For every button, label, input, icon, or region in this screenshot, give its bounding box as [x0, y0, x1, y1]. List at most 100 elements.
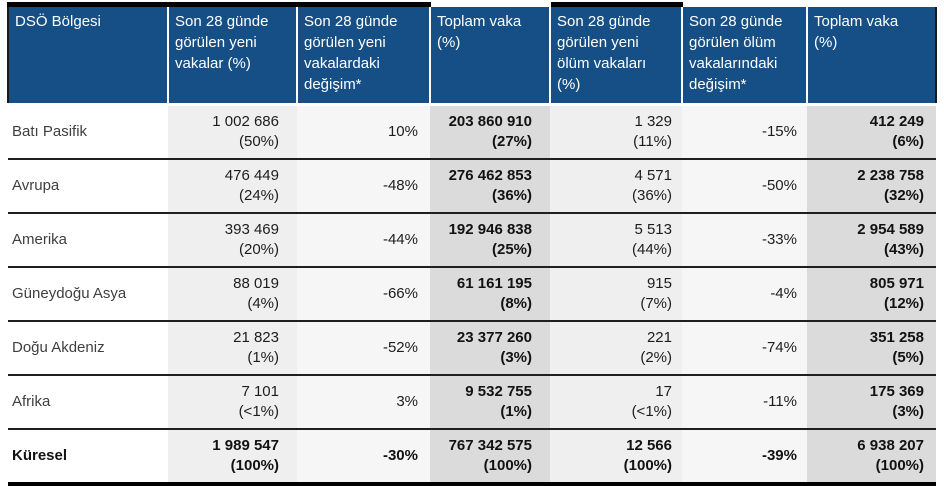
value-line: 17: [655, 383, 672, 400]
region-label: Doğu Akdeniz: [8, 320, 168, 375]
percent-line: (36%): [491, 187, 532, 204]
new-cases-cell: 1 989 547 (100%): [168, 428, 297, 486]
total-deaths-cell: 175 369 (3%): [807, 374, 936, 429]
value-line: 61 161 195: [456, 275, 532, 292]
region-label: Afrika: [8, 374, 168, 429]
percent-line: (4%): [247, 295, 279, 312]
total-cases-cell: 23 377 260 (3%): [430, 320, 550, 375]
percent-line: (32%): [883, 187, 924, 204]
who-region-table: DSÖ Bölgesi Son 28 günde görülen yeni va…: [7, 2, 937, 486]
case-change-cell: -66%: [297, 266, 430, 321]
new-deaths-cell: 915 (7%): [550, 266, 682, 321]
case-change-cell: -52%: [297, 320, 430, 375]
new-cases-cell: 88 019 (4%): [168, 266, 297, 321]
new-cases-cell: 7 101 (<1%): [168, 374, 297, 429]
value-line: 1 002 686: [212, 113, 279, 130]
value-line: 2 238 758: [857, 167, 924, 184]
table-header: DSÖ Bölgesi Son 28 günde görülen yeni va…: [7, 2, 937, 106]
value-line: 21 823: [233, 329, 279, 346]
table-row-kuresel-total: Küresel 1 989 547 (100%) -30% 767 342 57…: [8, 428, 936, 486]
death-change-cell: -11%: [682, 374, 807, 429]
percent-line: (<1%): [631, 403, 672, 420]
region-label: Küresel: [8, 428, 168, 486]
total-deaths-cell: 351 258 (5%): [807, 320, 936, 375]
total-cases-cell: 192 946 838 (25%): [430, 212, 550, 267]
value-line: 175 369: [869, 383, 924, 400]
percent-line: (20%): [238, 241, 279, 258]
percent-line: (1%): [247, 349, 279, 366]
value-line: 767 342 575: [448, 437, 532, 454]
new-cases-cell: 476 449 (24%): [168, 158, 297, 213]
value-line: 6 938 207: [857, 437, 924, 454]
case-change-cell: -30%: [297, 428, 430, 486]
percent-line: (11%): [633, 133, 672, 150]
percent-line: (24%): [238, 187, 279, 204]
percent-line: (<1%): [238, 403, 279, 420]
new-deaths-cell: 12 566 (100%): [550, 428, 682, 486]
new-cases-cell: 1 002 686 (50%): [168, 104, 297, 159]
table-row-amerika: Amerika 393 469 (20%) -44% 192 946 838 (…: [8, 212, 936, 267]
value-line: 2 954 589: [857, 221, 924, 238]
percent-line: (43%): [883, 241, 924, 258]
value-line: 1 329: [634, 113, 672, 130]
new-deaths-cell: 5 513 (44%): [550, 212, 682, 267]
percent-line: (36%): [631, 187, 672, 204]
value-line: 203 860 910: [448, 113, 532, 130]
percent-line: (100%): [875, 457, 924, 474]
header-new-cases: Son 28 günde görülen yeni vakalar (%): [167, 2, 297, 106]
value-line: 7 101: [241, 383, 279, 400]
percent-line: (7%): [640, 295, 672, 312]
death-change-cell: -15%: [682, 104, 807, 159]
header-new-deaths: Son 28 günde görülen yeni ölüm vakaları …: [549, 2, 682, 106]
table-row-afrika: Afrika 7 101 (<1%) 3% 9 532 755 (1%) 17 …: [8, 374, 936, 429]
table-row-avrupa: Avrupa 476 449 (24%) -48% 276 462 853 (3…: [8, 158, 936, 213]
new-deaths-cell: 17 (<1%): [550, 374, 682, 429]
percent-line: (100%): [230, 457, 279, 474]
percent-line: (50%): [238, 133, 279, 150]
value-line: 192 946 838: [448, 221, 532, 238]
total-cases-cell: 61 161 195 (8%): [430, 266, 550, 321]
total-deaths-cell: 412 249 (6%): [807, 104, 936, 159]
region-label: Amerika: [8, 212, 168, 267]
covid-region-data-table: DSÖ Bölgesi Son 28 günde görülen yeni va…: [7, 2, 937, 486]
new-cases-cell: 21 823 (1%): [168, 320, 297, 375]
percent-line: (44%): [631, 241, 672, 258]
header-region: DSÖ Bölgesi: [7, 2, 168, 106]
percent-line: (2%): [640, 349, 672, 366]
region-label: Batı Pasifik: [8, 104, 168, 159]
total-deaths-cell: 2 238 758 (32%): [807, 158, 936, 213]
percent-line: (3%): [892, 403, 924, 420]
percent-line: (1%): [500, 403, 532, 420]
value-line: 476 449: [224, 167, 279, 184]
value-line: 351 258: [869, 329, 924, 346]
value-line: 221: [646, 329, 672, 346]
value-line: 23 377 260: [456, 329, 532, 346]
total-cases-cell: 9 532 755 (1%): [430, 374, 550, 429]
table-row-guneydogu-asya: Güneydoğu Asya 88 019 (4%) -66% 61 161 1…: [8, 266, 936, 321]
header-total-deaths: Toplam vaka (%): [806, 2, 937, 106]
percent-line: (8%): [500, 295, 532, 312]
percent-line: (27%): [491, 133, 532, 150]
case-change-cell: -44%: [297, 212, 430, 267]
percent-line: (100%): [623, 457, 672, 474]
death-change-cell: -39%: [682, 428, 807, 486]
percent-line: (12%): [883, 295, 924, 312]
new-deaths-cell: 221 (2%): [550, 320, 682, 375]
death-change-cell: -33%: [682, 212, 807, 267]
value-line: 1 989 547: [212, 437, 279, 454]
new-deaths-cell: 1 329 (11%): [550, 104, 682, 159]
value-line: 88 019: [233, 275, 279, 292]
total-deaths-cell: 2 954 589 (43%): [807, 212, 936, 267]
total-cases-cell: 203 860 910 (27%): [430, 104, 550, 159]
value-line: 4 571: [634, 167, 672, 184]
table-body: Batı Pasifik 1 002 686 (50%) 10% 203 860…: [8, 104, 936, 486]
percent-line: (100%): [483, 457, 532, 474]
table-row-dogu-akdeniz: Doğu Akdeniz 21 823 (1%) -52% 23 377 260…: [8, 320, 936, 375]
value-line: 915: [646, 275, 672, 292]
percent-line: (5%): [892, 349, 924, 366]
table-row-bati-pasifik: Batı Pasifik 1 002 686 (50%) 10% 203 860…: [8, 104, 936, 159]
region-label: Avrupa: [8, 158, 168, 213]
percent-line: (3%): [500, 349, 532, 366]
death-change-cell: -4%: [682, 266, 807, 321]
total-deaths-cell: 6 938 207 (100%): [807, 428, 936, 486]
